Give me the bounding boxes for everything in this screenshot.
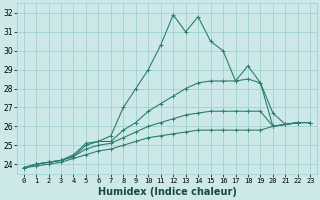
- X-axis label: Humidex (Indice chaleur): Humidex (Indice chaleur): [98, 187, 236, 197]
